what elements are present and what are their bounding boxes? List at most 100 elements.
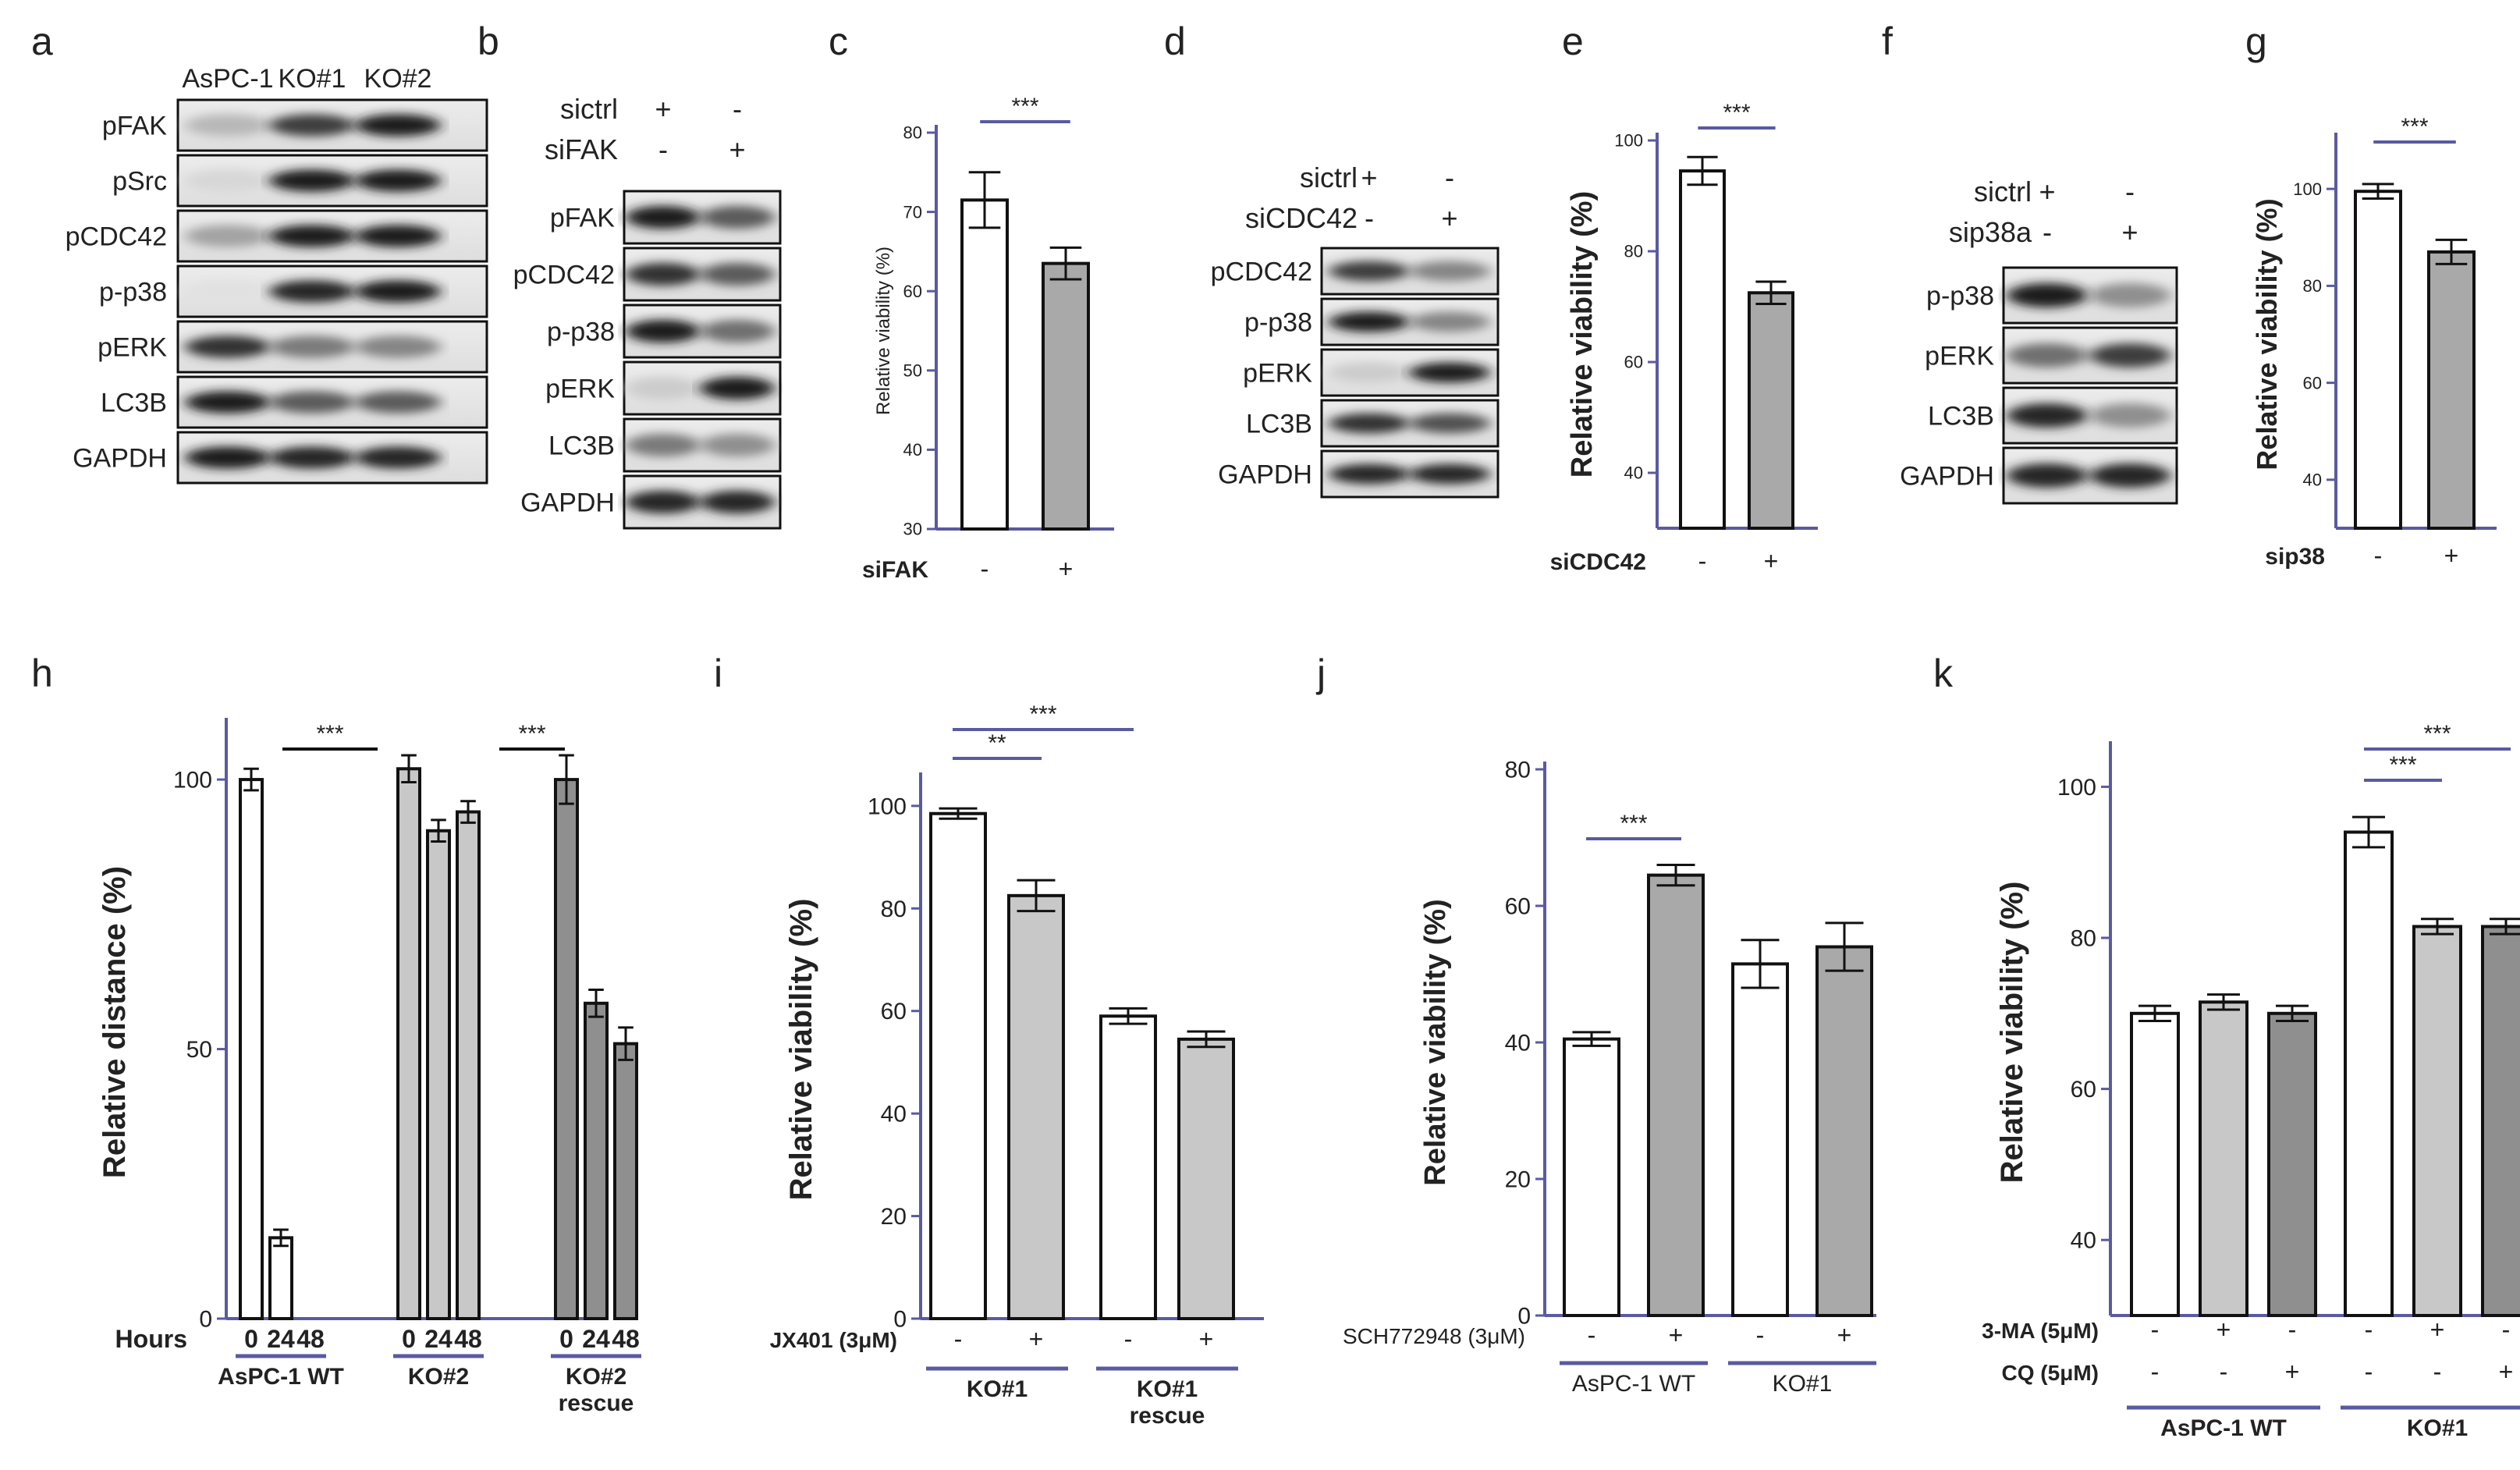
significance-label: *** — [1723, 100, 1750, 126]
y-tick-label: 20 — [1505, 1167, 1531, 1193]
blot-row-label: LC3B — [101, 389, 167, 418]
y-tick-label: 80 — [1624, 242, 1643, 261]
bar — [2427, 250, 2476, 530]
condition-sign: + — [1837, 1321, 1852, 1349]
blot-condition-label: sip38a — [1949, 216, 2032, 248]
condition-sign: - — [2433, 1358, 2442, 1386]
y-tick-label: 60 — [2303, 373, 2322, 392]
significance-label: *** — [2423, 721, 2451, 747]
blot-band — [2089, 463, 2170, 488]
condition-label: siFAK — [862, 557, 928, 583]
y-tick-label: 80 — [903, 123, 922, 143]
blot-band — [1329, 261, 1410, 282]
condition-sign: - — [2288, 1316, 2297, 1344]
blot-row-label: pCDC42 — [66, 222, 167, 252]
blot-row-label: p-p38 — [99, 278, 167, 307]
blot-sign: - — [1365, 202, 1374, 234]
panel-label-d: d — [1164, 20, 1186, 63]
bar — [1177, 1037, 1235, 1321]
bar — [2199, 1000, 2248, 1318]
blot-sign: + — [2039, 176, 2055, 208]
blot-row-label: LC3B — [1246, 410, 1312, 439]
y-axis-label: Relative viability (%) — [1419, 899, 1452, 1185]
blot-band — [700, 376, 775, 400]
y-tick-label: 80 — [881, 897, 907, 922]
condition-sign: - — [2220, 1358, 2228, 1386]
condition-label: 3-MA (5μM) — [1982, 1319, 2099, 1343]
group-label: KO#2 rescue — [559, 1364, 634, 1416]
x-tick-label: 24 — [424, 1325, 453, 1353]
bar — [426, 829, 451, 1320]
blot-band — [185, 225, 271, 247]
y-tick-label: 40 — [2071, 1228, 2096, 1254]
y-tick-label: 60 — [2071, 1077, 2096, 1102]
x-tick-label: 48 — [296, 1325, 325, 1353]
y-tick-label: 50 — [186, 1037, 212, 1063]
group-label: AsPC-1 WT — [2160, 1415, 2287, 1441]
blot-condition-label: siCDC42 — [1245, 202, 1358, 234]
y-tick-label: 40 — [2303, 470, 2322, 490]
bar-chart-e: 40 60 80 100 Relative viability (%) siCDC42 - +… — [1550, 100, 1818, 575]
panel-label-g: g — [2245, 20, 2267, 63]
panel-label-h: h — [31, 652, 53, 695]
blot-band — [269, 391, 355, 414]
blot-band — [626, 319, 701, 343]
y-tick-label: 40 — [1505, 1031, 1531, 1056]
significance-label: *** — [2389, 752, 2416, 778]
condition-sign: - — [2365, 1316, 2373, 1344]
panel-label-a: a — [31, 20, 53, 63]
blot-row-label: GAPDH — [1900, 462, 1994, 492]
bar — [929, 811, 987, 1320]
bar — [584, 1001, 609, 1321]
bar — [1007, 893, 1065, 1321]
y-tick-label: 80 — [1505, 758, 1531, 783]
bar — [2481, 925, 2520, 1317]
x-tick-label: 0 — [402, 1325, 416, 1353]
condition-sign: + — [2444, 541, 2459, 570]
y-tick-label: 100 — [868, 794, 907, 819]
significance-label: *** — [1029, 701, 1056, 727]
blot-band — [1409, 261, 1490, 282]
y-axis-label: Relative viability (%) — [2251, 198, 2283, 470]
bar-chart-k: 40 60 80 100 Relative viability (%) 3-MA (5μM… — [1982, 721, 2520, 1441]
blot-band — [269, 336, 355, 358]
blot-band — [626, 433, 701, 457]
condition-sign: - — [2374, 541, 2383, 570]
blot-band — [269, 446, 355, 469]
blot-band — [269, 280, 355, 303]
condition-sign: + — [2430, 1316, 2445, 1344]
group-label: KO#1 rescue — [1130, 1376, 1205, 1429]
y-axis-label: Relative viability (%) — [1995, 882, 2029, 1184]
condition-sign: - — [2365, 1358, 2373, 1386]
y-tick-label: 0 — [199, 1307, 212, 1333]
y-tick-label: 60 — [1505, 894, 1531, 920]
y-tick-label: 60 — [1624, 353, 1643, 372]
y-tick-label: 80 — [2303, 276, 2322, 296]
blot-band — [269, 225, 355, 247]
group-label: KO#1 — [2407, 1415, 2468, 1441]
bar — [456, 810, 481, 1320]
bar-chart-g: 40 60 80 100 Relative viability (%) sip38 - + **… — [2251, 114, 2497, 570]
blot-row-label: pERK — [98, 333, 167, 363]
blot-band — [1409, 362, 1490, 383]
western-blot-d: sictrl + -siCDC42- +pCDC42p-p38pERKLC3BGAPD… — [1211, 162, 1500, 499]
blot-band — [269, 169, 355, 192]
x-tick-label: 24 — [582, 1325, 610, 1353]
blot-band — [2089, 282, 2170, 308]
bar — [2354, 190, 2402, 530]
bar — [1731, 962, 1789, 1317]
blot-band — [355, 391, 441, 414]
condition-sign: - — [2151, 1358, 2160, 1386]
blot-row-label: GAPDH — [73, 444, 167, 474]
group-label-line: rescue — [1130, 1403, 1205, 1429]
blot-row-label: pERK — [545, 375, 615, 404]
y-tick-label: 70 — [903, 202, 922, 222]
x-tick-label: 48 — [612, 1325, 640, 1353]
group-label: KO#2 — [408, 1364, 469, 1390]
group-label: KO#1 — [967, 1376, 1028, 1402]
blot-band — [700, 205, 775, 229]
western-blot-a: AsPC-1 KO#1 KO#2 pFAK pSrc pCDC42 p-p38 pERK LC3… — [66, 64, 488, 485]
group-label-line: KO#2 — [566, 1364, 626, 1390]
bar-chart-c: 30 40 50 60 70 80 Relative viability (%) siFAK -… — [862, 94, 1114, 583]
blot-row-label: p-p38 — [547, 318, 615, 347]
